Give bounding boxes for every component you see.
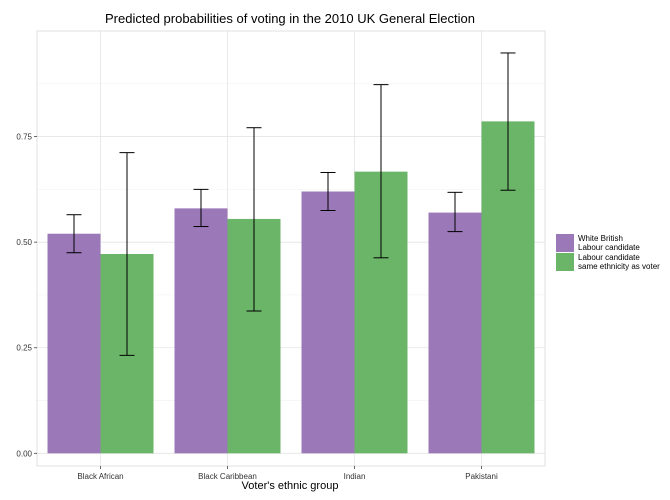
- bars: [47, 121, 535, 454]
- bar-indian-white-british: [301, 191, 355, 454]
- x-tick-label: Black African: [77, 472, 123, 481]
- bar-pakistani-white-british: [428, 212, 482, 454]
- error-bars: [66, 52, 516, 356]
- legend-key-same-ethnicity: [556, 253, 574, 271]
- legend-label-white-british: White British Labour candidate: [578, 234, 640, 252]
- panel-border: [36, 30, 546, 467]
- chart-title: Predicted probabilities of voting in the…: [105, 11, 475, 26]
- legend-key-white-british: [556, 234, 574, 252]
- y-tick-label: 0.50: [16, 238, 32, 247]
- plot-panel: [36, 30, 546, 467]
- y-tick-label: 0.00: [16, 449, 32, 458]
- y-axis: 0.00 0.25 0.50 0.75: [16, 133, 37, 458]
- y-tick-label: 0.25: [16, 344, 32, 353]
- x-tick-label: Pakistani: [465, 472, 498, 481]
- bar-black-african-white-british: [47, 233, 101, 454]
- y-tick-label: 0.75: [16, 133, 32, 142]
- bar-black-caribbean-white-british: [174, 208, 228, 454]
- x-tick-label: Indian: [344, 472, 366, 481]
- x-axis: Black African Black Caribbean Indian Pakist…: [77, 466, 498, 481]
- x-axis-title: Voter's ethnic group: [242, 480, 339, 492]
- x-tick-label: Black Caribbean: [198, 472, 257, 481]
- legend-label-same-ethnicity: Labour candidate same ethnicity as voter: [578, 253, 660, 271]
